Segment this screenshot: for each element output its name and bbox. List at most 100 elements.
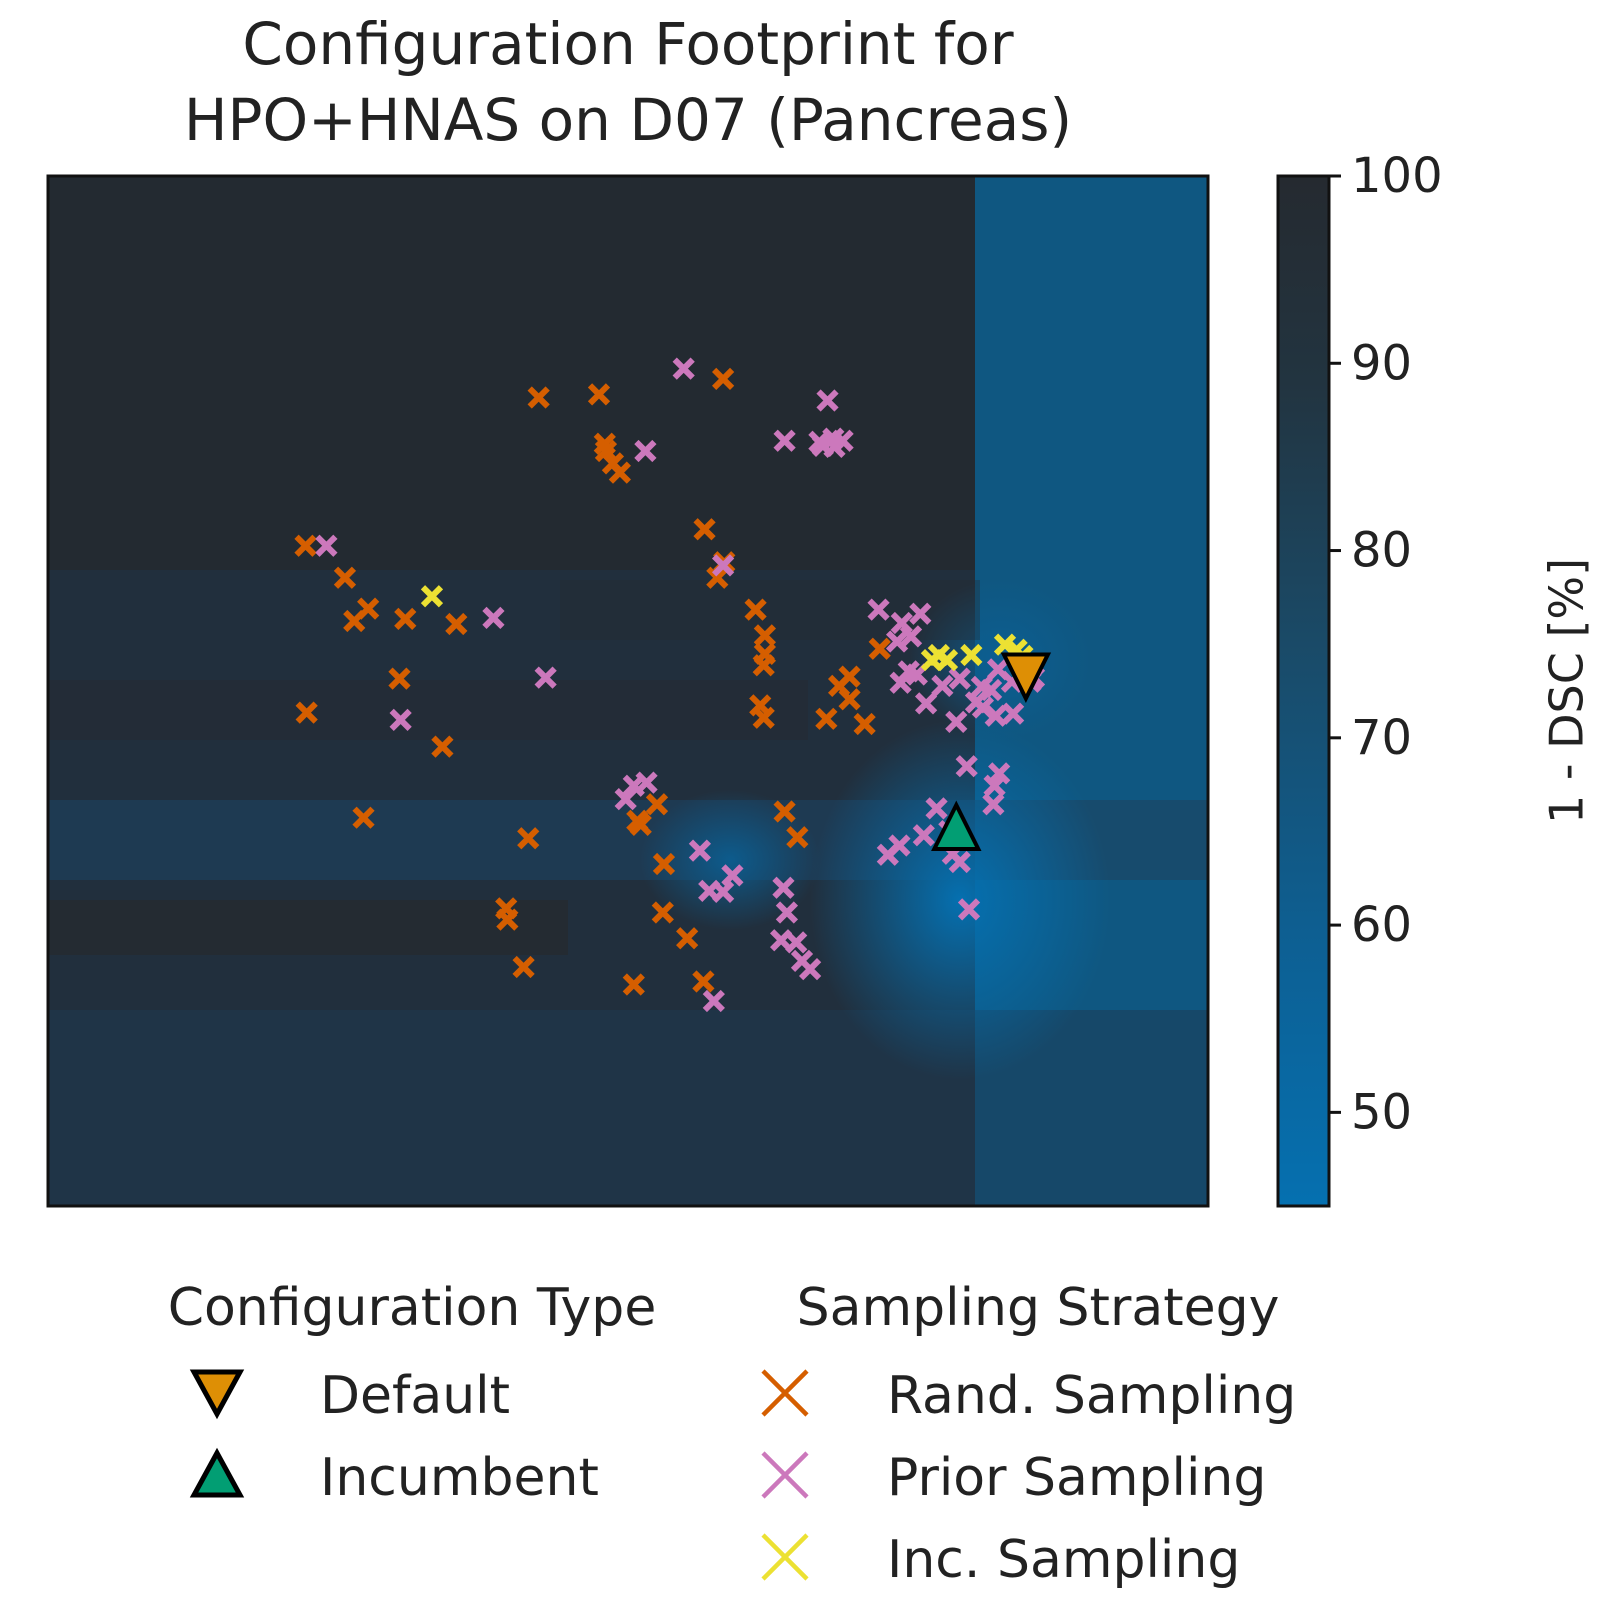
point-rand-sampling-14 [388, 667, 411, 690]
colorbar-tick-label-70: 70 [1351, 710, 1412, 766]
point-prior-sampling-15 [614, 788, 637, 811]
point-prior-sampling-10 [711, 554, 735, 577]
point-inc-sampling-3 [935, 648, 959, 672]
point-rand-sampling-11 [394, 607, 417, 631]
point-rand-sampling-12 [445, 612, 468, 636]
point-prior-sampling-37 [931, 674, 954, 697]
colorbar-gradient [1276, 174, 1331, 1208]
point-prior-sampling-1 [672, 357, 695, 380]
point-prior-sampling-50 [955, 755, 978, 778]
point-prior-sampling-32 [867, 598, 890, 621]
point-rand-sampling-41 [652, 852, 676, 876]
point-prior-sampling-11 [482, 606, 505, 629]
marker-default [1000, 652, 1052, 703]
point-prior-sampling-19 [711, 880, 735, 903]
point-prior-sampling-25 [798, 957, 822, 981]
legend-title-configuration-type: Configuration Type [168, 1278, 657, 1338]
point-prior-sampling-47 [971, 696, 995, 719]
point-rand-sampling-17 [517, 827, 540, 850]
point-rand-sampling-42 [651, 901, 674, 924]
point-rand-sampling-24 [744, 598, 767, 621]
point-prior-sampling-51 [983, 774, 1006, 797]
point-inc-sampling-0 [420, 585, 444, 608]
point-prior-sampling-8 [823, 435, 846, 459]
point-prior-sampling-60 [912, 824, 935, 847]
point-prior-sampling-52 [988, 762, 1011, 785]
point-rand-sampling-29 [749, 694, 772, 717]
point-rand-sampling-36 [853, 712, 876, 736]
legend-marker-prior-sampling [761, 1451, 809, 1499]
point-rand-sampling-15 [431, 735, 454, 758]
point-rand-sampling-0 [527, 386, 550, 409]
point-rand-sampling-40 [645, 793, 669, 816]
colorbar-tick-label-60: 60 [1351, 897, 1412, 953]
point-rand-sampling-34 [815, 707, 838, 730]
point-rand-sampling-19 [496, 908, 519, 931]
point-rand-sampling-5 [594, 439, 618, 463]
point-prior-sampling-58 [957, 898, 981, 921]
point-prior-sampling-36 [914, 692, 938, 715]
series-rand-sampling [294, 367, 891, 996]
colorbar: 50 60 70 80 90 100 1 - DSC [%] [1276, 148, 1594, 1208]
point-rand-sampling-25 [753, 624, 777, 647]
point-prior-sampling-30 [899, 625, 923, 648]
point-prior-sampling-26 [769, 929, 793, 952]
legend-entry-rand-sampling: Rand. Sampling [761, 1366, 1296, 1426]
performance-landscape [48, 176, 1208, 1206]
legend-marker-inc-sampling [761, 1533, 809, 1581]
chart-title-line-1: Configuration Footprint for [242, 10, 1013, 78]
point-rand-sampling-7 [294, 534, 317, 557]
point-prior-sampling-39 [948, 667, 971, 690]
point-rand-sampling-13 [295, 701, 318, 724]
point-prior-sampling-21 [772, 876, 795, 899]
point-prior-sampling-3 [773, 429, 796, 452]
legend-label-rand-sampling: Rand. Sampling [887, 1366, 1296, 1426]
point-prior-sampling-61 [876, 843, 899, 866]
point-prior-sampling-28 [909, 602, 932, 625]
point-prior-sampling-17 [688, 839, 712, 862]
legend-label-incumbent: Incumbent [320, 1448, 599, 1508]
point-rand-sampling-20 [512, 955, 535, 979]
point-inc-sampling-5 [993, 633, 1017, 656]
point-inc-sampling-4 [960, 643, 983, 667]
point-rand-sampling-6 [608, 461, 632, 484]
legend-label-inc-sampling: Inc. Sampling [887, 1530, 1240, 1590]
point-rand-sampling-10 [343, 609, 366, 633]
point-rand-sampling-43 [676, 927, 699, 950]
legend-title-sampling-strategy: Sampling Strategy [797, 1278, 1280, 1338]
colorbar-label: 1 - DSC [%] [1540, 558, 1594, 824]
point-prior-sampling-49 [1001, 702, 1025, 725]
point-rand-sampling-1 [587, 383, 611, 406]
point-rand-sampling-2 [711, 367, 735, 391]
legend-entry-prior-sampling: Prior Sampling [761, 1448, 1266, 1508]
colorbar-tick-label-90: 90 [1351, 335, 1412, 391]
point-rand-sampling-33 [786, 826, 809, 849]
point-rand-sampling-35 [838, 665, 861, 688]
legend-entry-incumbent: Incumbent [189, 1447, 599, 1508]
point-prior-sampling-53 [982, 793, 1005, 816]
point-prior-sampling-38 [945, 710, 968, 734]
point-prior-sampling-31 [885, 630, 909, 653]
point-prior-sampling-13 [389, 708, 412, 731]
point-prior-sampling-16 [622, 774, 645, 797]
point-rand-sampling-45 [692, 970, 715, 993]
point-prior-sampling-27 [702, 989, 725, 1013]
point-prior-sampling-9 [634, 439, 657, 463]
scatter-points [294, 357, 1052, 1013]
point-rand-sampling-22 [693, 518, 716, 541]
point-rand-sampling-31 [773, 800, 796, 823]
colorbar-tick-label-80: 80 [1351, 523, 1412, 579]
point-rand-sampling-8 [333, 566, 357, 589]
point-prior-sampling-20 [721, 864, 744, 887]
point-rand-sampling-23 [706, 566, 729, 589]
point-prior-sampling-22 [775, 901, 799, 924]
legend-label-default: Default [320, 1366, 510, 1426]
colorbar-tick-label-50: 50 [1351, 1084, 1412, 1140]
legend: Configuration Type Sampling Strategy Def… [168, 1278, 1297, 1590]
point-prior-sampling-35 [889, 671, 912, 694]
colorbar-ticks: 50 60 70 80 90 100 [1329, 148, 1443, 1140]
plot-frame [46, 174, 1210, 1208]
chart-title-line-2: HPO+HNAS on D07 (Pancreas) [184, 86, 1072, 154]
